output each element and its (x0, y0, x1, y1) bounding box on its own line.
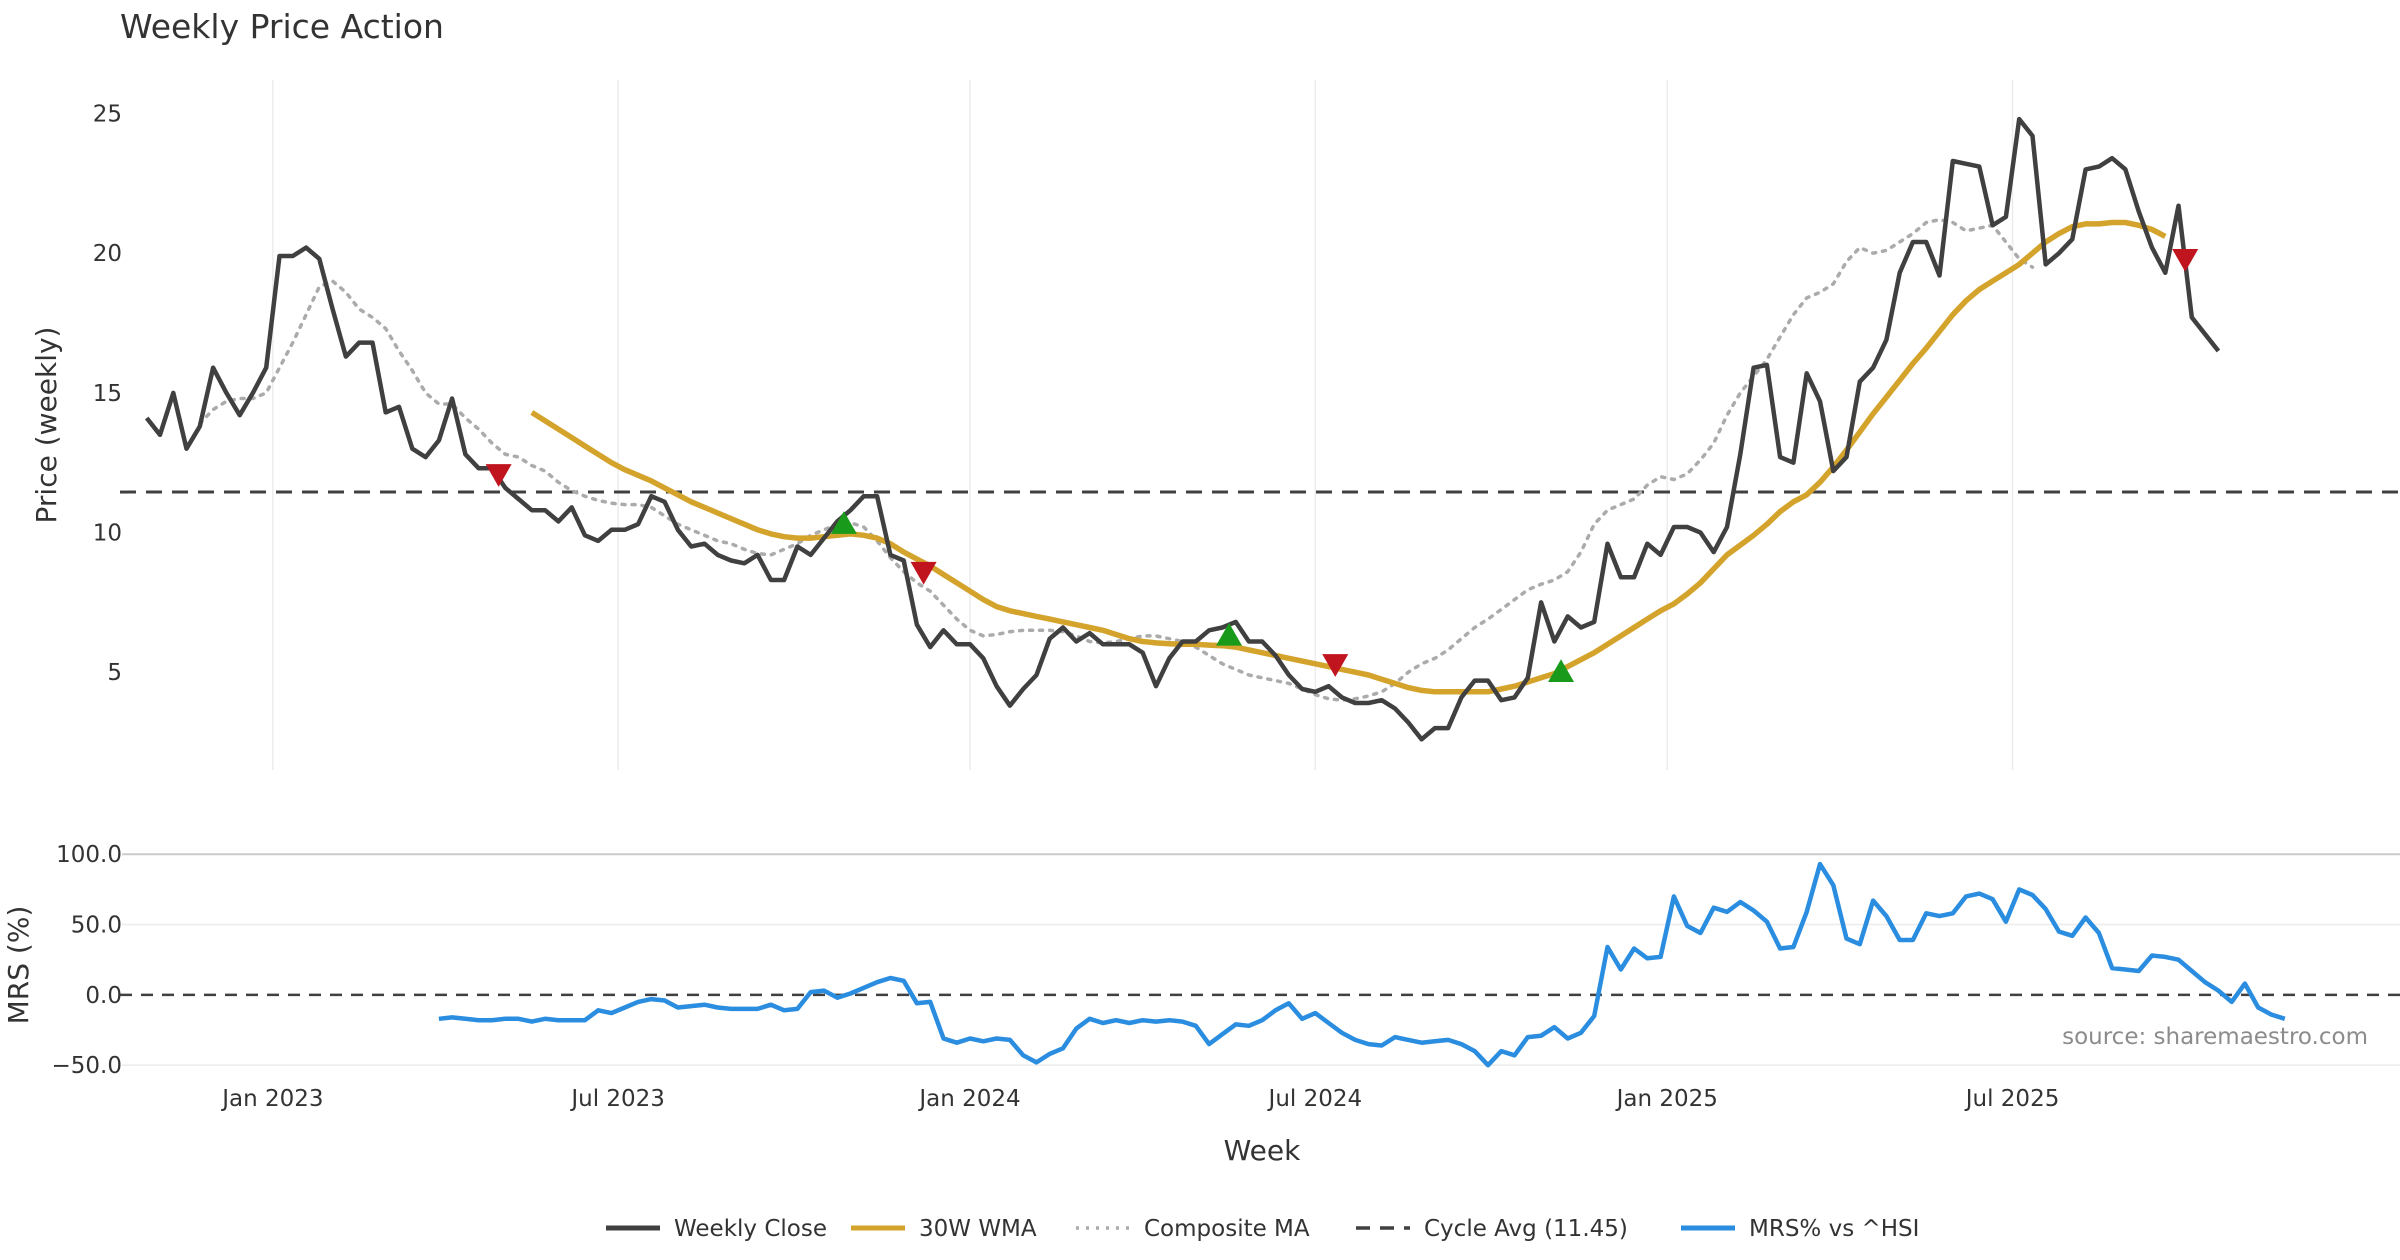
legend-item: Cycle Avg (11.45) (1356, 1216, 1628, 1242)
x-tick-label: Jul 2024 (1267, 1086, 1363, 1112)
wma-30w-line (530, 219, 2167, 695)
legend-label: Composite MA (1144, 1216, 1310, 1242)
mrs-y-tick-label: 100.0 (56, 842, 122, 868)
mrs-line (438, 861, 2286, 1068)
price-y-tick-label: 25 (93, 102, 122, 128)
legend-label: Weekly Close (674, 1216, 827, 1242)
sell-signal-marker (2172, 249, 2199, 272)
mrs-y-tick-label: 50.0 (71, 913, 122, 939)
legend-label: MRS% vs ^HSI (1749, 1216, 1919, 1242)
x-tick-label: Jan 2025 (1615, 1086, 1718, 1112)
source-credit: source: sharemaestro.com (2062, 1024, 2368, 1050)
composite-ma-line (198, 217, 2035, 702)
legend-item: MRS% vs ^HSI (1681, 1216, 1919, 1242)
x-tick-label: Jan 2023 (220, 1086, 323, 1112)
sell-signal-marker (485, 464, 512, 487)
price-y-tick-label: 5 (107, 660, 122, 686)
buy-signal-marker (1216, 622, 1243, 646)
x-tick-label: Jan 2024 (917, 1086, 1020, 1112)
legend-item: Composite MA (1076, 1216, 1310, 1242)
chart-title: Weekly Price Action (120, 7, 444, 46)
mrs-panel: 100.0 50.0 0.0 −50.0 MRS (%) source: sharem… (2, 842, 2400, 1079)
price-y-tick-label: 15 (93, 381, 122, 407)
x-axis-label: Week (1224, 1134, 1301, 1167)
legend-item: 30W WMA (851, 1216, 1037, 1242)
x-tick-label: Jul 2023 (569, 1086, 665, 1112)
price-y-tick-label: 10 (93, 521, 122, 547)
legend-label: Cycle Avg (11.45) (1424, 1216, 1628, 1242)
legend: Weekly Close 30W WMA Composite MA Cycle Avg… (606, 1216, 1919, 1242)
price-y-axis-label: Price (weekly) (30, 327, 63, 524)
x-tick-label: Jul 2025 (1964, 1086, 2060, 1112)
buy-signal-marker (830, 511, 857, 534)
buy-signal-marker (1548, 659, 1575, 682)
price-panel: 5 10 15 20 25 Price (weekly) (30, 80, 2400, 770)
mrs-y-tick-label: −50.0 (52, 1053, 122, 1079)
sell-signal-marker (910, 561, 937, 585)
legend-item: Weekly Close (606, 1216, 827, 1242)
price-y-tick-label: 20 (93, 241, 122, 267)
mrs-y-tick-label: 0.0 (85, 983, 122, 1009)
legend-label: 30W WMA (919, 1216, 1037, 1242)
mrs-y-axis-label: MRS (%) (2, 906, 35, 1025)
sell-signal-marker (1322, 654, 1349, 677)
